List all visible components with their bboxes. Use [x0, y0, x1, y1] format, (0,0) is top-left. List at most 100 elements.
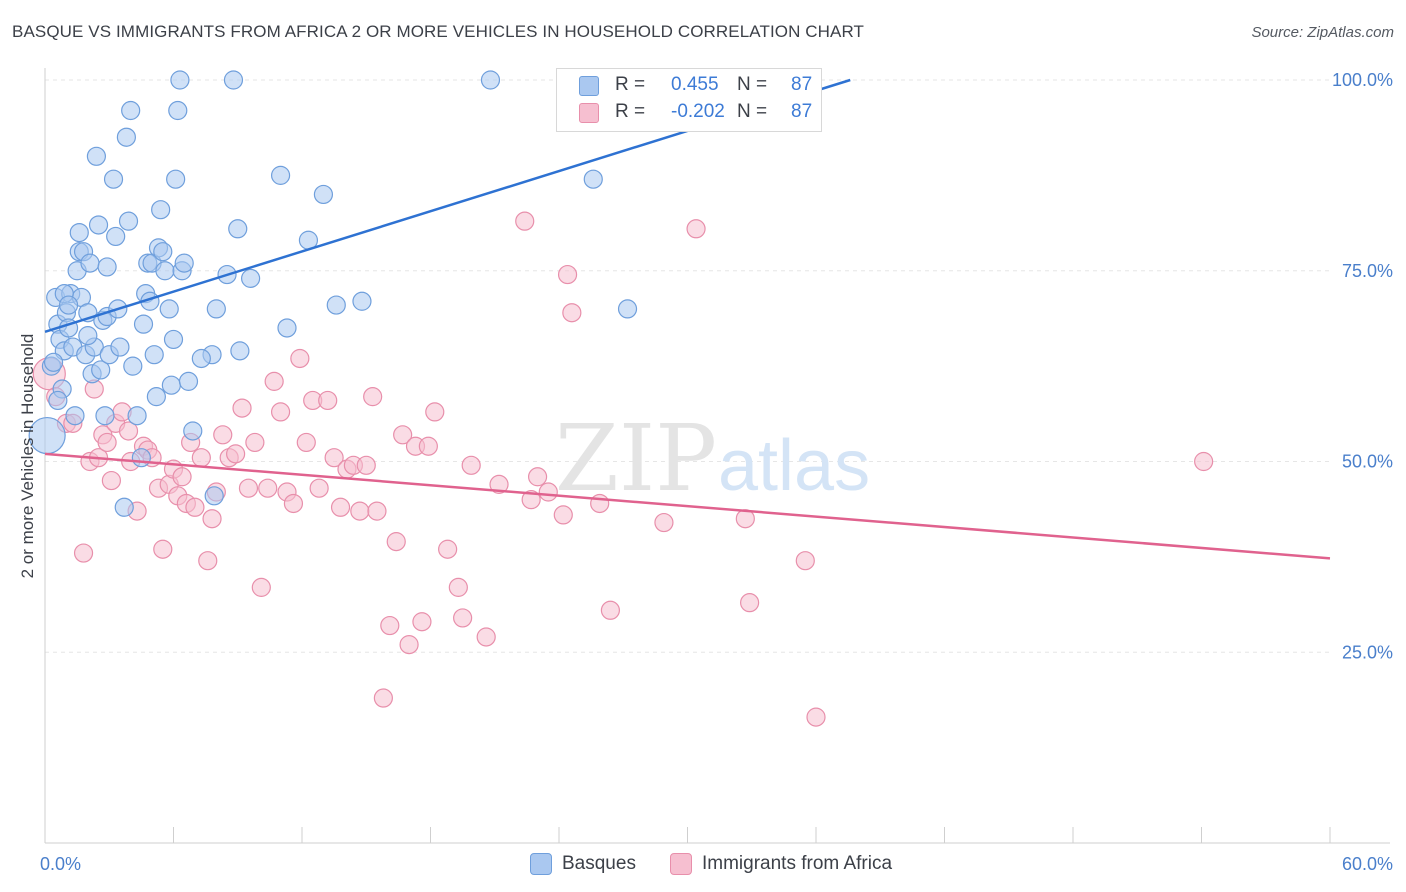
- data-point: [133, 314, 154, 334]
- data-point: [123, 356, 143, 376]
- data-point: [313, 184, 334, 205]
- data-point: [412, 612, 432, 632]
- data-point: [438, 539, 458, 559]
- data-point: [283, 493, 304, 514]
- data-point: [110, 337, 130, 357]
- data-point: [118, 211, 139, 231]
- data-point: [144, 345, 164, 365]
- data-point: [480, 70, 501, 90]
- data-point: [296, 432, 316, 453]
- data-point: [557, 264, 578, 285]
- y-axis-title: 2 or more Vehicles in Household: [18, 334, 37, 579]
- chart-source: Source: ZipAtlas.com: [1251, 24, 1394, 41]
- data-point: [121, 100, 141, 121]
- data-point: [270, 402, 291, 422]
- grid-lines: [45, 79, 1330, 653]
- data-point: [448, 577, 468, 597]
- data-point: [238, 478, 259, 498]
- data-point: [88, 215, 109, 235]
- data-point: [206, 299, 226, 319]
- legend-n-label: N =: [737, 74, 768, 95]
- data-point: [146, 387, 166, 407]
- data-point: [103, 169, 124, 189]
- data-point: [185, 497, 205, 517]
- data-point: [172, 467, 192, 487]
- data-point: [213, 425, 233, 445]
- data-point: [290, 348, 310, 369]
- trend-line-immigrants: [44, 452, 1331, 560]
- data-point: [151, 200, 171, 220]
- data-point: [553, 505, 573, 525]
- data-point: [363, 387, 383, 407]
- data-point: [166, 169, 186, 189]
- data-point: [1194, 451, 1214, 472]
- data-point: [73, 543, 94, 563]
- watermark: ZIP atlas: [555, 405, 870, 512]
- data-point: [245, 432, 265, 453]
- data-point: [204, 486, 224, 506]
- legend-r-value: -0.202: [671, 101, 725, 122]
- chart-title: BASQUE VS IMMIGRANTS FROM AFRICA 2 OR MO…: [12, 22, 865, 41]
- watermark-zip: ZIP: [555, 405, 717, 512]
- data-point: [795, 551, 815, 571]
- data-point: [163, 329, 184, 350]
- data-point: [270, 165, 291, 185]
- y-tick-label: 50.0%: [1342, 452, 1393, 472]
- data-point: [399, 635, 419, 655]
- data-point: [159, 299, 179, 319]
- data-point: [515, 211, 535, 231]
- data-point: [425, 402, 445, 422]
- data-point: [251, 577, 271, 597]
- watermark-atlas: atlas: [718, 426, 870, 506]
- legend-label-basques: Basques: [562, 853, 636, 874]
- data-point: [309, 478, 329, 498]
- data-point: [127, 406, 147, 426]
- y-tick-label: 25.0%: [1342, 642, 1393, 662]
- data-point: [95, 406, 115, 426]
- data-point: [527, 467, 548, 487]
- tick-labels: 25.0% 50.0% 75.0% 100.0% 0.0% 60.0%: [40, 70, 1393, 874]
- data-point: [174, 253, 194, 273]
- data-point: [324, 448, 344, 468]
- data-point: [352, 291, 372, 311]
- legend-swatch-basques: [530, 853, 552, 875]
- x-tick-label: 60.0%: [1342, 854, 1393, 874]
- data-point: [118, 421, 139, 441]
- data-point: [78, 326, 98, 346]
- data-point: [48, 390, 68, 411]
- legend-n-value: 87: [791, 74, 813, 95]
- data-point: [654, 512, 674, 533]
- data-point: [318, 390, 338, 411]
- data-point: [740, 593, 760, 613]
- data-point: [230, 341, 250, 361]
- data-point: [114, 497, 134, 517]
- data-point: [330, 497, 351, 517]
- data-point: [241, 268, 261, 288]
- data-point: [393, 425, 413, 445]
- data-point: [356, 455, 376, 475]
- legend-swatch-immigrants: [670, 853, 692, 875]
- data-point: [386, 532, 406, 552]
- data-point: [617, 299, 638, 319]
- data-point: [183, 421, 203, 441]
- data-point: [155, 261, 175, 281]
- data-point: [223, 70, 244, 90]
- data-point: [326, 295, 346, 315]
- data-point: [228, 219, 248, 239]
- data-point: [80, 253, 100, 273]
- x-tick-label: 0.0%: [40, 854, 81, 874]
- data-point: [153, 242, 173, 262]
- legend-swatch-blue: [579, 76, 599, 96]
- data-point: [69, 223, 89, 243]
- data-point: [86, 146, 107, 166]
- data-point: [590, 493, 610, 514]
- legend-n-label: N =: [737, 101, 768, 122]
- y-tick-label: 75.0%: [1342, 261, 1393, 281]
- data-point: [367, 501, 387, 521]
- data-point: [277, 318, 297, 338]
- data-point: [600, 600, 621, 620]
- data-point: [43, 352, 64, 372]
- data-point: [686, 219, 706, 239]
- data-point: [65, 406, 85, 426]
- data-point: [97, 257, 117, 277]
